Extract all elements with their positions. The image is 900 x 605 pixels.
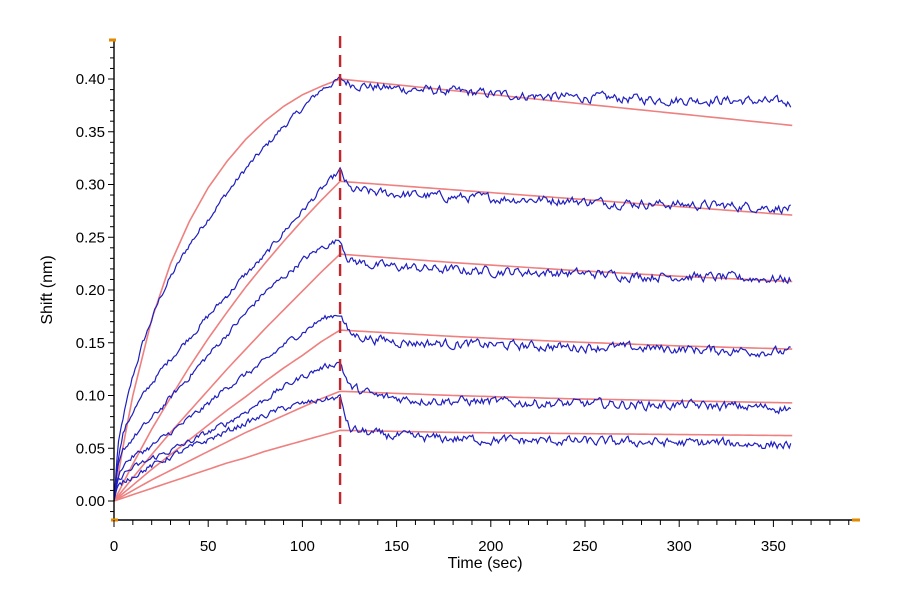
y-tick-label: 0.20 xyxy=(76,282,105,299)
fit-curve-4 xyxy=(113,329,793,502)
x-axis-title: Time (sec) xyxy=(448,555,523,572)
fit-curve-3 xyxy=(113,253,793,502)
x-tick-label: 250 xyxy=(572,538,597,555)
y-tick-label: 0.10 xyxy=(76,388,105,405)
measured-curve-6 xyxy=(113,393,792,502)
y-tick-label: 0.00 xyxy=(76,493,105,510)
y-tick-label: 0.05 xyxy=(76,440,105,457)
x-tick-label: 350 xyxy=(761,538,786,555)
fit-curve-6 xyxy=(113,429,793,502)
fit-curve-5 xyxy=(113,390,793,502)
measured-curves xyxy=(113,75,792,502)
fit-curve-1 xyxy=(113,78,793,502)
y-axis-title: Shift (nm) xyxy=(39,255,56,324)
measured-curve-5 xyxy=(113,361,792,502)
y-tick-label: 0.15 xyxy=(76,335,105,352)
fit-curves xyxy=(113,78,793,502)
x-tick-label: 300 xyxy=(667,538,692,555)
x-tick-label: 0 xyxy=(110,538,118,555)
measured-curve-3 xyxy=(113,239,792,502)
y-tick-label: 0.40 xyxy=(76,71,105,88)
measured-curve-2 xyxy=(113,166,792,502)
measured-curve-4 xyxy=(113,314,791,502)
x-tick-label: 150 xyxy=(384,538,409,555)
axis-labels: 0.00 0.05 0.10 0.15 0.20 0.25 0.30 0.35 0.40 0 50 1… xyxy=(39,71,786,572)
y-tick-label: 0.35 xyxy=(76,124,105,141)
axes xyxy=(108,38,860,527)
measured-curve-1 xyxy=(113,75,792,502)
fit-curve-2 xyxy=(113,180,793,502)
y-tick-label: 0.30 xyxy=(76,177,105,194)
x-tick-label: 200 xyxy=(478,538,503,555)
y-tick-label: 0.25 xyxy=(76,229,105,246)
x-tick-label: 50 xyxy=(200,538,217,555)
x-tick-label: 100 xyxy=(290,538,315,555)
